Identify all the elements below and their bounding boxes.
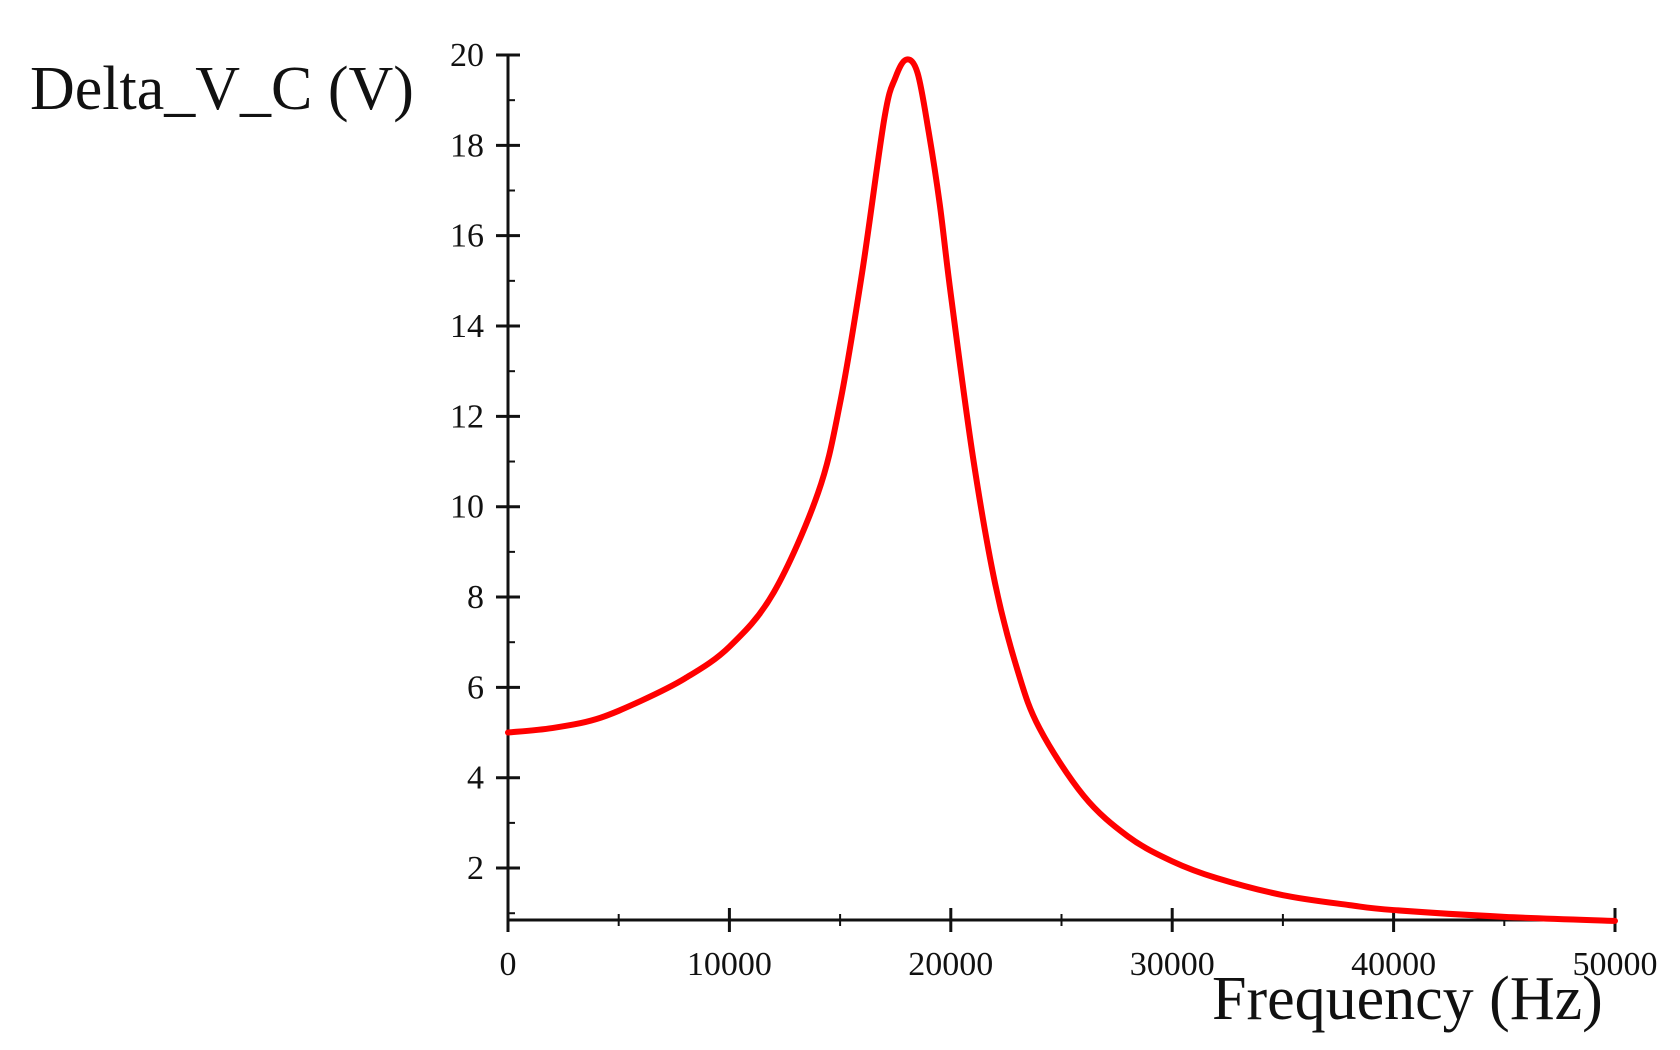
series-line: [505, 56, 1618, 924]
y-tick-label: 20: [450, 37, 484, 74]
y-tick-label: 2: [467, 850, 484, 887]
y-tick-label: 18: [450, 127, 484, 164]
y-tick-label: 14: [450, 308, 484, 345]
y-tick-label: 4: [467, 760, 484, 797]
y-tick-label: 10: [450, 489, 484, 526]
x-tick-label: 0: [500, 946, 517, 983]
x-tick-label: 40000: [1351, 946, 1436, 983]
x-tick-label: 10000: [687, 946, 772, 983]
x-tick-label: 20000: [908, 946, 993, 983]
y-tick-label: 16: [450, 218, 484, 255]
x-tick-label: 30000: [1130, 946, 1215, 983]
y-axis-title: Delta_V_C (V): [30, 55, 414, 123]
x-tick-label: 50000: [1573, 946, 1658, 983]
y-tick-label: 12: [450, 398, 484, 435]
x-axis-title: Frequency (Hz): [1212, 965, 1603, 1033]
y-tick-label: 8: [467, 579, 484, 616]
y-tick-label: 6: [467, 669, 484, 706]
